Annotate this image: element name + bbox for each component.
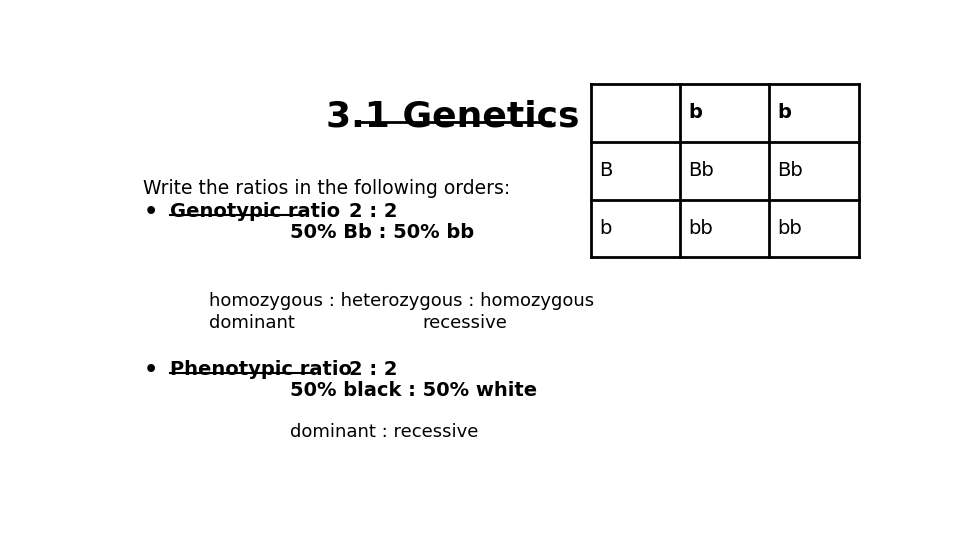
Text: b: b — [778, 104, 791, 123]
Text: recessive: recessive — [422, 314, 507, 332]
Text: bb: bb — [688, 219, 713, 238]
Text: Bb: Bb — [688, 161, 714, 180]
Text: bb: bb — [778, 219, 802, 238]
Text: Write the ratios in the following orders:: Write the ratios in the following orders… — [143, 179, 511, 198]
Text: •: • — [144, 360, 158, 380]
Text: •: • — [144, 202, 158, 222]
Text: b: b — [688, 104, 702, 123]
Text: b: b — [599, 219, 612, 238]
Text: Genotypic ratio: Genotypic ratio — [170, 202, 341, 221]
Text: 50% Bb : 50% bb: 50% Bb : 50% bb — [291, 222, 474, 241]
Text: dominant: dominant — [209, 314, 295, 332]
Text: 2 : 2: 2 : 2 — [348, 202, 397, 221]
Text: B: B — [599, 161, 612, 180]
Text: Phenotypic ratio: Phenotypic ratio — [170, 360, 352, 379]
Text: 50% black : 50% white: 50% black : 50% white — [291, 381, 538, 400]
Text: Bb: Bb — [778, 161, 803, 180]
Text: 3.1 Genetics: 3.1 Genetics — [326, 99, 580, 133]
Text: 2 : 2: 2 : 2 — [348, 360, 397, 379]
Text: homozygous : heterozygous : homozygous: homozygous : heterozygous : homozygous — [209, 292, 594, 310]
Text: dominant : recessive: dominant : recessive — [291, 423, 479, 441]
